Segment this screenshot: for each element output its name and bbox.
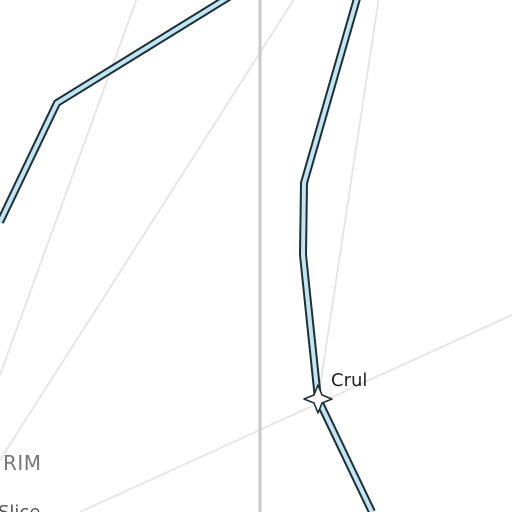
partial-place-label: Slice [0,502,40,512]
route-right[interactable] [298,0,376,512]
grid-line [0,0,295,461]
route-left[interactable] [0,0,232,224]
place-label-crul: Crul [331,370,367,391]
region-label: RIM [3,451,42,475]
star-marker-icon[interactable] [303,384,333,414]
place-crul[interactable]: Crul [303,370,367,414]
grid-line [79,314,512,512]
grid-line [0,0,138,376]
grid-line [317,0,380,401]
